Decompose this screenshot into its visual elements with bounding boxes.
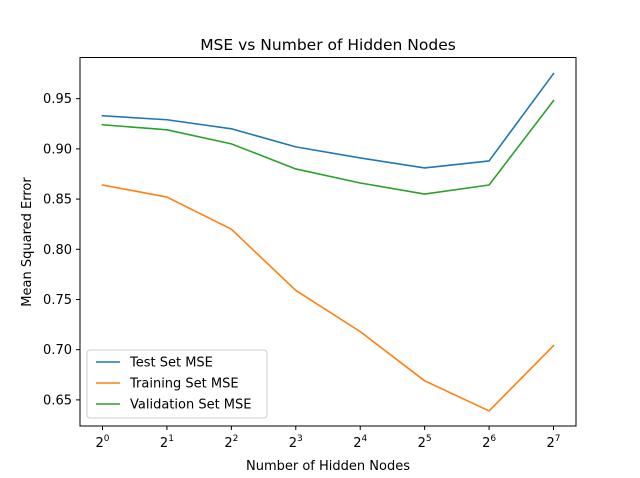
x-tick-label: 27	[546, 434, 560, 451]
y-tick-label: 0.90	[43, 142, 72, 157]
y-tick-label: 0.70	[43, 343, 72, 358]
y-axis-label: Mean Squared Error	[20, 177, 35, 307]
x-tick-exponent: 0	[104, 434, 110, 444]
legend-frame	[86, 349, 268, 419]
legend-label-1: Training Set MSE	[129, 377, 239, 392]
y-tick-label: 0.75	[43, 293, 72, 308]
x-tick-label: 21	[160, 434, 174, 451]
series-layer	[101, 72, 555, 412]
x-axis-label: Number of Hidden Nodes	[246, 459, 410, 474]
x-tick-exponent: 7	[555, 434, 561, 444]
x-tick-base: 2	[546, 436, 554, 451]
x-tick-exponent: 4	[361, 434, 367, 444]
x-axis-ticks: 20 21 22 23 24 25 26 27	[95, 426, 561, 451]
y-tick-label: 0.85	[43, 193, 72, 208]
y-tick-label: 0.95	[43, 92, 72, 107]
plot-area-frame	[79, 57, 577, 427]
x-tick-label: 23	[289, 434, 303, 451]
x-tick-exponent: 3	[297, 434, 303, 444]
x-tick-base: 2	[224, 436, 232, 451]
x-tick-base: 2	[95, 436, 103, 451]
x-tick-base: 2	[289, 436, 297, 451]
x-tick-base: 2	[353, 436, 361, 451]
series-line-1	[101, 184, 555, 412]
x-tick-label: 20	[95, 434, 109, 451]
x-tick-label: 26	[482, 434, 496, 451]
y-tick-label: 0.65	[43, 393, 72, 408]
series-line-0	[101, 72, 555, 169]
x-tick-base: 2	[160, 436, 168, 451]
y-axis-ticks: 0.65 0.70 0.75 0.80 0.85 0.90 0.95	[43, 92, 80, 408]
x-tick-exponent: 1	[168, 434, 174, 444]
legend-label-0: Test Set MSE	[129, 356, 213, 371]
series-line-2	[101, 99, 555, 195]
legend: Test Set MSE Training Set MSE Validation S…	[86, 349, 268, 419]
chart-title: MSE vs Number of Hidden Nodes	[200, 36, 456, 54]
x-tick-base: 2	[482, 436, 490, 451]
x-tick-label: 22	[224, 434, 238, 451]
x-tick-label: 25	[418, 434, 432, 451]
legend-label-2: Validation Set MSE	[130, 398, 252, 413]
y-tick-label: 0.80	[43, 243, 72, 258]
x-tick-exponent: 5	[426, 434, 432, 444]
x-tick-exponent: 6	[490, 434, 496, 444]
legend-entries: Test Set MSE Training Set MSE Validation S…	[96, 356, 252, 413]
x-tick-label: 24	[353, 434, 367, 451]
x-tick-base: 2	[418, 436, 426, 451]
x-tick-exponent: 2	[233, 434, 239, 444]
